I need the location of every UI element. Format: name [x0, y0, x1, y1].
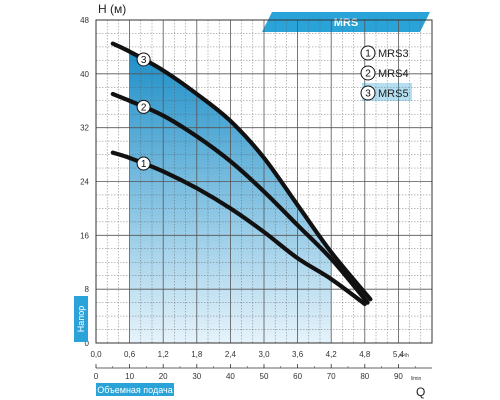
y-tick-label: 16 — [80, 231, 89, 240]
curve-marker-number: 2 — [141, 102, 147, 113]
y-axis-tab-bg — [74, 296, 88, 342]
legend-label: MRS5 — [378, 88, 409, 100]
x-tick-label: 4,8 — [359, 350, 371, 359]
y-axis-title: H (м) — [98, 2, 126, 16]
x-axis-title: Q — [416, 385, 425, 399]
x-tick-label: 1,8 — [191, 350, 203, 359]
legend-marker — [360, 45, 376, 61]
x-tick-labels: 0,0 0,6 1,2 1,8 2,4 3,0 3,6 4,2 4,8 5,4 — [90, 350, 404, 359]
x-tick-label: 0,6 — [124, 350, 136, 359]
legend-marker-number: 3 — [365, 89, 371, 100]
legend-marker — [360, 65, 376, 81]
x2-tick-label: 30 — [192, 372, 201, 381]
x-axis-tab: Объемная подача — [96, 383, 174, 396]
x2-tick-labels: 0 10 20 30 40 50 60 70 80 90 — [94, 364, 432, 381]
y-tick-label: 8 — [85, 285, 90, 294]
x2-tick-label: 50 — [260, 372, 269, 381]
x2-tick-label: 60 — [293, 372, 302, 381]
x-axis-tab-label: Объемная подача — [97, 385, 172, 395]
chart-grid — [95, 19, 433, 344]
x-axis-unit: m³/h — [399, 353, 409, 359]
x2-tick-label: 80 — [360, 372, 369, 381]
legend-label: MRS3 — [378, 48, 409, 60]
y-tick-label: 0 — [85, 339, 90, 348]
x-tick-label: 3,6 — [292, 350, 304, 359]
x-tick-label: 0,0 — [90, 350, 102, 359]
y-tick-label: 40 — [80, 70, 89, 79]
x-axis-tab-bg — [96, 383, 174, 396]
curve-marker-mrs4 — [136, 99, 151, 114]
x-tick-label: 4,2 — [326, 350, 338, 359]
legend-marker — [360, 85, 376, 101]
curve-marker-mrs5 — [136, 52, 151, 67]
x-tick-label: 2,4 — [225, 350, 237, 359]
x2-tick-label: 90 — [394, 372, 403, 381]
legend-marker-number: 1 — [365, 49, 371, 60]
x-tick-label: 3,0 — [258, 350, 270, 359]
y-tick-label: 32 — [80, 124, 89, 133]
x2-tick-label: 70 — [327, 372, 336, 381]
x2-tick-label: 0 — [94, 372, 99, 381]
x-tick-label: 1,2 — [158, 350, 170, 359]
banner-shape — [262, 12, 430, 32]
x2-axis-unit: l/min — [411, 376, 422, 382]
curve-marker-mrs3 — [136, 156, 151, 171]
y-axis-tab-label: Напор — [76, 306, 86, 332]
x2-tick-label: 10 — [125, 372, 134, 381]
y-axis-tab: Напор — [74, 296, 88, 342]
chart-banner: MRS — [262, 12, 430, 32]
chart-legend: 1 MRS3 2 MRS4 3 MRS5 — [360, 45, 412, 101]
plot-frame — [95, 19, 433, 344]
x-tick-label: 5,4 — [393, 350, 405, 359]
y-tick-label: 48 — [80, 16, 89, 25]
chart-title: MRS — [334, 17, 358, 29]
y-tick-labels: 0 8 16 24 32 40 48 — [80, 16, 89, 348]
legend-label: MRS4 — [378, 68, 409, 80]
curve-marker-number: 1 — [141, 159, 147, 170]
legend-marker-number: 2 — [365, 69, 371, 80]
x2-tick-label: 20 — [159, 372, 168, 381]
y-tick-label: 24 — [80, 178, 89, 187]
curve-marker-number: 3 — [141, 55, 147, 66]
x2-tick-label: 40 — [226, 372, 235, 381]
pump-curves: 1 2 3 — [110, 41, 373, 307]
